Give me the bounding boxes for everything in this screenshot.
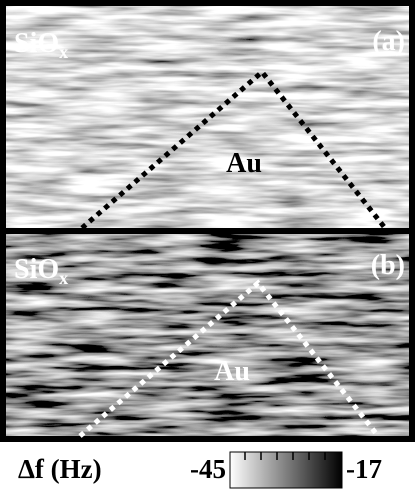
colorbar-min: -45 [190,454,226,484]
colorbar-label: Δf (Hz) [18,454,102,484]
colorbar-max: -17 [346,454,382,484]
image-b [6,234,409,436]
panel-label: (a) [372,26,405,57]
region-label: Au [226,148,262,179]
panel-label: (b) [371,250,405,281]
image-a [6,6,409,228]
region-label: Au [214,356,250,387]
figure: SiOx (a) Au SiOx (b) Au Δf (Hz) -45 -17 [0,0,415,496]
